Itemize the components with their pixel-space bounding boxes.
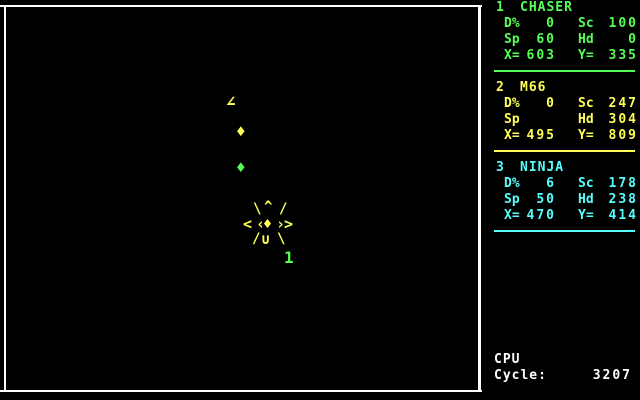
missile-diamond: ♦ bbox=[236, 158, 246, 177]
scan-label: Sc bbox=[578, 96, 594, 111]
cpu-counter: CPU Cycle: 3207 bbox=[488, 352, 640, 384]
battle-arena: ∠ ♦ ♦ \ ^ / < ‹ ♦ › > / ∪ \ 1 bbox=[0, 5, 482, 392]
cpu-label: CPU bbox=[494, 352, 521, 367]
robot-number: 1 bbox=[496, 0, 504, 15]
y-label: Y= bbox=[578, 208, 594, 223]
speed-label: Sp bbox=[504, 32, 520, 47]
heading-value: 304 bbox=[608, 112, 638, 127]
arena-border-left bbox=[4, 5, 6, 392]
explosion-part: ^ bbox=[264, 199, 273, 215]
cycle-label: Cycle: bbox=[494, 368, 547, 383]
heading-label: Hd bbox=[578, 192, 594, 207]
panel-separator bbox=[494, 70, 635, 72]
y-label: Y= bbox=[578, 128, 594, 143]
explosion-part: \ bbox=[253, 201, 262, 217]
explosion-part: < bbox=[243, 215, 253, 233]
x-value: 470 bbox=[526, 208, 556, 223]
cycle-value: 3207 bbox=[592, 368, 632, 383]
robot-name: M66 bbox=[520, 80, 547, 95]
explosion-part: ∪ bbox=[261, 230, 271, 248]
robot-panel-m66: 2 M66 D% 0 Sc 247 Sp Hd 304 X= 495 Y= 80… bbox=[488, 80, 640, 160]
explosion-part: / bbox=[252, 231, 261, 247]
robot-number: 2 bbox=[496, 80, 504, 95]
robot-glyph: ∠ bbox=[226, 92, 236, 111]
explosion-part: / bbox=[279, 201, 288, 217]
speed-value: 60 bbox=[536, 32, 556, 47]
explosion-part: > bbox=[284, 215, 294, 233]
damage-label: D% bbox=[504, 176, 520, 191]
damage-label: D% bbox=[504, 16, 520, 31]
x-value: 495 bbox=[526, 128, 556, 143]
scan-value: 100 bbox=[608, 16, 638, 31]
scan-label: Sc bbox=[578, 16, 594, 31]
x-label: X= bbox=[504, 208, 520, 223]
arena-border-top bbox=[0, 5, 482, 7]
robot-number: 3 bbox=[496, 160, 504, 175]
damage-value: 6 bbox=[546, 176, 556, 191]
heading-label: Hd bbox=[578, 112, 594, 127]
explosion-part: ‹ bbox=[256, 215, 266, 233]
panel-separator bbox=[494, 150, 635, 152]
y-value: 335 bbox=[608, 48, 638, 63]
heading-value: 0 bbox=[628, 32, 638, 47]
robot-name: CHASER bbox=[520, 0, 573, 15]
scan-value: 247 bbox=[608, 96, 638, 111]
scan-value: 178 bbox=[608, 176, 638, 191]
arena-border-right bbox=[478, 5, 481, 392]
damage-label: D% bbox=[504, 96, 520, 111]
y-value: 809 bbox=[608, 128, 638, 143]
heading-label: Hd bbox=[578, 32, 594, 47]
speed-label: Sp bbox=[504, 112, 520, 127]
panel-separator bbox=[494, 230, 635, 232]
robot-panel-ninja: 3 NINJA D% 6 Sc 178 Sp 50 Hd 238 X= 470 … bbox=[488, 160, 640, 240]
speed-label: Sp bbox=[504, 192, 520, 207]
status-sidebar: 1 CHASER D% 0 Sc 100 Sp 60 Hd 0 X= 603 Y… bbox=[488, 0, 640, 400]
damage-value: 0 bbox=[546, 16, 556, 31]
speed-value: 50 bbox=[536, 192, 556, 207]
missile-diamond: ♦ bbox=[236, 122, 246, 141]
x-label: X= bbox=[504, 128, 520, 143]
explosion-core: ♦ bbox=[263, 215, 273, 233]
explosion-part: › bbox=[276, 215, 286, 233]
robot-name: NINJA bbox=[520, 160, 565, 175]
explosion-part: \ bbox=[277, 231, 286, 247]
scan-label: Sc bbox=[578, 176, 594, 191]
y-value: 414 bbox=[608, 208, 638, 223]
robot-panel-chaser: 1 CHASER D% 0 Sc 100 Sp 60 Hd 0 X= 603 Y… bbox=[488, 0, 640, 80]
damage-value: 0 bbox=[546, 96, 556, 111]
arena-border-bottom bbox=[0, 390, 482, 392]
heading-value: 238 bbox=[608, 192, 638, 207]
x-label: X= bbox=[504, 48, 520, 63]
robot-number-label: 1 bbox=[284, 248, 294, 267]
y-label: Y= bbox=[578, 48, 594, 63]
x-value: 603 bbox=[526, 48, 556, 63]
